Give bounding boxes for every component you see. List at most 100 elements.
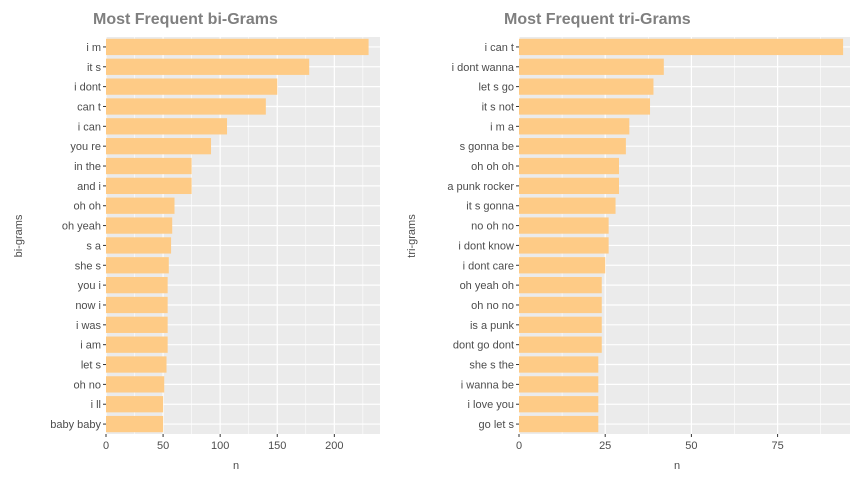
trigram-x-tick-label: 0 <box>516 440 522 452</box>
trigram-x-tick-label: 75 <box>771 440 783 452</box>
bigram-y-tick-label: now i <box>75 300 101 312</box>
trigram-y-tick-label: go let s <box>479 419 515 431</box>
bigram-chart-title: Most Frequent bi-Grams <box>93 11 278 28</box>
bigram-bar <box>106 98 266 115</box>
trigram-y-tick-label: it s gonna <box>466 201 515 213</box>
trigram-y-tick-label: i love you <box>468 399 514 411</box>
bigram-bar <box>106 157 192 175</box>
bigram-bar <box>106 177 192 195</box>
trigram-bar <box>519 38 844 56</box>
trigram-bar <box>519 138 626 155</box>
bigram-bar <box>106 296 168 314</box>
trigram-x-axis-title: n <box>674 460 680 472</box>
trigram-y-tick-label: s gonna be <box>460 141 514 153</box>
trigram-bar <box>519 296 602 314</box>
bigram-bar <box>106 257 169 274</box>
bigram-bar <box>106 356 167 373</box>
trigram-y-tick-label: let s go <box>479 82 514 94</box>
bigram-bar <box>106 38 369 56</box>
bigram-bar <box>106 396 164 413</box>
trigram-bar <box>519 78 654 95</box>
bigram-x-tick-label: 150 <box>268 440 286 452</box>
bigram-y-tick-label: i can <box>78 121 101 133</box>
bigram-bar <box>106 237 172 254</box>
bigram-bar <box>106 376 165 393</box>
bigram-y-tick-label: i dont <box>74 82 101 94</box>
bigram-y-tick-label: oh oh <box>73 201 101 213</box>
bigram-bar <box>106 78 278 95</box>
trigram-panel-background <box>519 37 850 434</box>
trigram-y-tick-label: it s not <box>482 101 514 113</box>
bigram-y-tick-label: i m <box>86 42 101 54</box>
bigram-bar <box>106 58 310 75</box>
bigram-y-tick-label: she s <box>75 260 102 272</box>
bigram-y-tick-label: i ll <box>91 399 101 411</box>
bigram-y-tick-label: in the <box>74 161 101 173</box>
bigram-y-tick-label: let s <box>81 360 102 372</box>
trigram-y-tick-label: i dont know <box>458 240 514 252</box>
trigram-x-tick-label: 25 <box>599 440 611 452</box>
trigram-bar <box>519 118 630 135</box>
trigram-bar <box>519 376 599 393</box>
trigram-bar <box>519 415 599 433</box>
trigram-bar <box>519 98 651 115</box>
bigram-y-tick-label: s a <box>86 240 102 252</box>
bigram-y-tick-label: can t <box>77 101 101 113</box>
trigram-bar <box>519 356 599 373</box>
bigram-panel-background <box>106 37 380 434</box>
bigram-bar <box>106 316 168 333</box>
trigram-bar <box>519 276 602 294</box>
trigram-y-tick-label: is a punk <box>470 320 515 332</box>
bigram-y-tick-label: baby baby <box>50 419 101 431</box>
bigram-bar <box>106 138 212 155</box>
trigram-bar <box>519 396 599 413</box>
bigram-y-axis-title: bi-grams <box>13 214 25 257</box>
bigram-y-tick-label: oh no <box>73 379 101 391</box>
bigram-x-tick-label: 0 <box>103 440 109 452</box>
trigram-y-tick-label: oh yeah oh <box>460 280 514 292</box>
trigram-x-tick-label: 50 <box>685 440 697 452</box>
trigram-bar <box>519 177 619 195</box>
bigram-x-tick-label: 200 <box>325 440 343 452</box>
trigram-bar <box>519 58 664 75</box>
trigram-y-tick-label: she s the <box>469 360 514 372</box>
trigram-y-tick-label: dont go dont <box>453 340 514 352</box>
trigram-y-tick-label: i dont care <box>463 260 514 272</box>
bigram-bar <box>106 118 228 135</box>
bigram-y-tick-label: i was <box>76 320 102 332</box>
bigram-y-tick-label: i am <box>80 340 101 352</box>
bigram-x-axis-title: n <box>233 460 239 472</box>
trigram-y-tick-label: oh oh oh <box>471 161 514 173</box>
trigram-chart-title: Most Frequent tri-Grams <box>504 11 691 28</box>
trigram-bar <box>519 316 602 333</box>
bigram-y-tick-label: and i <box>77 181 101 193</box>
bigram-x-tick-label: 100 <box>211 440 229 452</box>
bigram-bar <box>106 336 168 353</box>
bigram-x-tick-label: 50 <box>157 440 169 452</box>
bigram-bar <box>106 415 164 433</box>
trigram-bar <box>519 217 609 234</box>
bigram-bar <box>106 217 173 234</box>
trigram-bar <box>519 336 602 353</box>
trigram-bar <box>519 237 609 254</box>
trigram-bar <box>519 157 619 175</box>
bigram-y-tick-label: you re <box>70 141 101 153</box>
trigram-bar <box>519 197 616 214</box>
trigram-bar <box>519 257 606 274</box>
trigram-chart: Most Frequent tri-Grams n tri-grams 0 25 5… <box>406 11 850 472</box>
trigram-y-tick-label: i wanna be <box>461 379 514 391</box>
trigram-y-tick-label: i dont wanna <box>452 62 515 74</box>
bigram-y-tick-label: it s <box>87 62 102 74</box>
bigram-bar <box>106 276 168 294</box>
trigram-y-tick-label: oh no no <box>471 300 514 312</box>
trigram-y-tick-label: no oh no <box>471 221 514 233</box>
trigram-y-tick-label: a punk rocker <box>447 181 514 193</box>
trigram-y-tick-label: i m a <box>490 121 515 133</box>
trigram-y-tick-label: i can t <box>485 42 514 54</box>
trigram-y-axis-title: tri-grams <box>406 214 418 258</box>
bigram-bar <box>106 197 175 214</box>
bigram-y-tick-label: you i <box>78 280 101 292</box>
bigram-y-tick-label: oh yeah <box>62 221 101 233</box>
bigram-chart: Most Frequent bi-Grams n bi-grams 0 50 100… <box>13 11 380 472</box>
